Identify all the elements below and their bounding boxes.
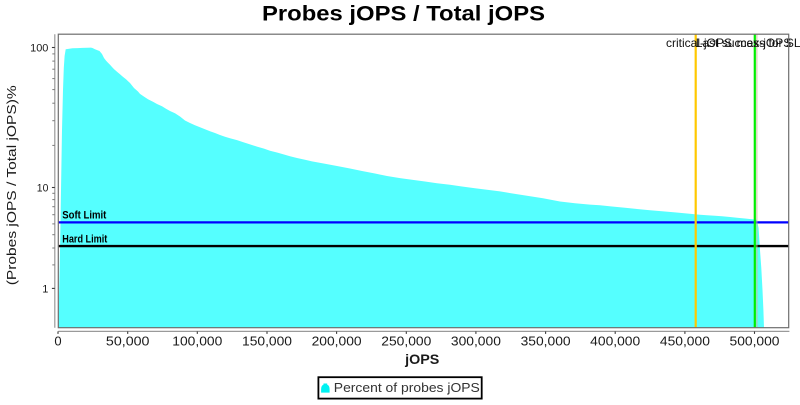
svg-text:0: 0 [54, 334, 61, 349]
svg-text:300,000: 300,000 [451, 334, 501, 349]
svg-text:150,000: 150,000 [242, 334, 292, 349]
svg-text:critical-jOPS: critical-jOPS [666, 36, 732, 50]
svg-text:500,000: 500,000 [730, 334, 780, 349]
svg-text:Percent of probes jOPS: Percent of probes jOPS [334, 380, 480, 395]
svg-text:1: 1 [42, 284, 48, 296]
svg-text:100,000: 100,000 [172, 334, 222, 349]
svg-text:Soft Limit: Soft Limit [62, 209, 106, 221]
svg-text:Hard Limit: Hard Limit [62, 234, 107, 246]
svg-text:400,000: 400,000 [590, 334, 640, 349]
svg-text:450,000: 450,000 [660, 334, 710, 349]
svg-text:10: 10 [37, 183, 49, 195]
svg-text:Probes jOPS / Total jOPS: Probes jOPS / Total jOPS [262, 3, 545, 26]
svg-text:max-jOPS: max-jOPS [737, 36, 792, 50]
svg-text:50,000: 50,000 [106, 334, 150, 349]
svg-text:250,000: 250,000 [381, 334, 431, 349]
svg-text:Last success for SLA-10000us: Last success for SLA-10000us [696, 36, 800, 50]
svg-text:350,000: 350,000 [521, 334, 571, 349]
svg-text:100: 100 [30, 43, 48, 55]
svg-text:200,000: 200,000 [312, 334, 362, 349]
svg-text:(Probes jOPS / Total jOPS)%: (Probes jOPS / Total jOPS)% [4, 85, 19, 286]
svg-text:jOPS: jOPS [404, 352, 439, 367]
